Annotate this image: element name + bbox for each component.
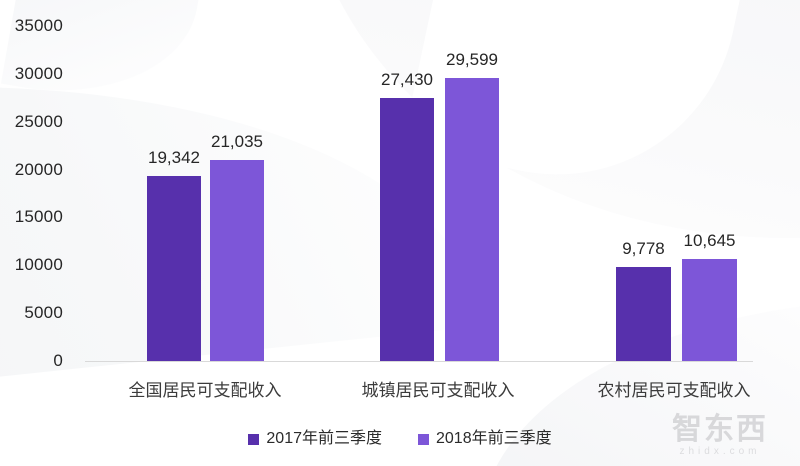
y-axis-tick-label: 10000 bbox=[14, 255, 63, 275]
bar-value-label: 21,035 bbox=[211, 131, 263, 151]
y-axis-tick-label: 20000 bbox=[14, 159, 63, 179]
bar[interactable] bbox=[147, 175, 201, 361]
bar-value-label: 29,599 bbox=[446, 49, 498, 69]
y-axis-tick-label: 0 bbox=[53, 351, 63, 370]
y-axis-tick-label: 5000 bbox=[24, 303, 63, 323]
bar-value-label: 10,645 bbox=[683, 231, 736, 251]
bar[interactable] bbox=[210, 159, 264, 361]
bar-value-label: 27,430 bbox=[381, 70, 433, 90]
bar-value-label: 9,778 bbox=[622, 239, 665, 259]
x-axis-category-label: 全国居民可支配收入 bbox=[128, 381, 282, 400]
x-axis-line bbox=[85, 361, 753, 362]
legend-color-swatch bbox=[248, 433, 260, 445]
bar[interactable] bbox=[616, 267, 671, 361]
bar[interactable] bbox=[445, 77, 499, 361]
legend-item[interactable]: 2017年前三季度 bbox=[248, 431, 382, 447]
legend-item[interactable]: 2018年前三季度 bbox=[418, 431, 552, 447]
x-axis-category-label: 城镇居民可支配收入 bbox=[361, 381, 515, 400]
bar-value-label: 19,342 bbox=[148, 147, 200, 167]
legend-color-swatch bbox=[418, 433, 429, 445]
y-axis-tick-label: 25000 bbox=[14, 111, 63, 131]
y-axis-tick-label: 35000 bbox=[14, 16, 63, 35]
bar[interactable] bbox=[682, 259, 737, 361]
y-axis-tick-label: 15000 bbox=[14, 207, 63, 227]
legend-item-label: 2018年前三季度 bbox=[436, 430, 552, 447]
x-axis-category-label: 农村居民可支配收入 bbox=[597, 381, 751, 400]
legend-item-label: 2017年前三季度 bbox=[266, 430, 382, 447]
chart-legend: 2017年前三季度 2018年前三季度 bbox=[0, 431, 800, 447]
y-axis-tick-label: 30000 bbox=[14, 63, 63, 83]
bar[interactable] bbox=[380, 98, 434, 361]
